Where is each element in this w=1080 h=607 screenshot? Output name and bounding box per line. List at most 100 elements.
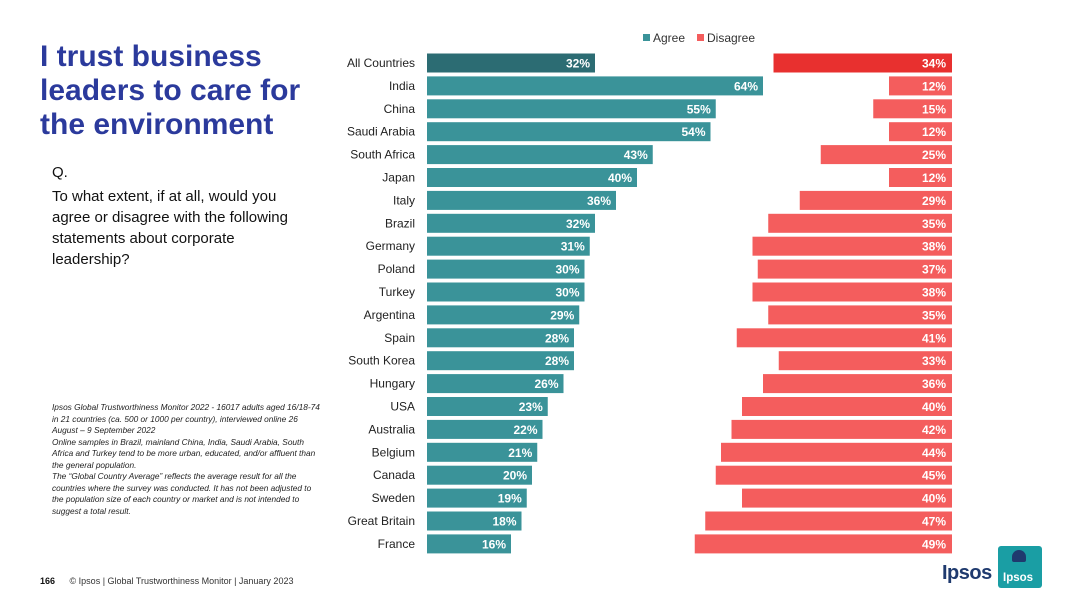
- disagree-bar-saudi-arabia: [889, 122, 952, 142]
- disagree-bar-south-korea: [778, 351, 952, 371]
- category-label-belgium: Belgium: [372, 445, 415, 459]
- agree-value-south-korea: 28%: [545, 354, 569, 368]
- disagree-value-poland: 37%: [922, 263, 946, 277]
- agree-value-all-countries: 32%: [566, 57, 590, 71]
- agree-value-brazil: 32%: [566, 217, 590, 231]
- legend-agree-swatch: [643, 34, 650, 41]
- question-label: Q.: [52, 164, 68, 181]
- disagree-bar-great-britain: [705, 511, 952, 531]
- agree-bar-spain: [427, 328, 574, 348]
- methodology-notes: Ipsos Global Trustworthiness Monitor 202…: [52, 402, 322, 517]
- category-label-france: France: [378, 537, 416, 551]
- disagree-value-hungary: 36%: [922, 377, 946, 391]
- agree-bar-australia: [427, 419, 543, 439]
- category-label-canada: Canada: [373, 468, 415, 482]
- disagree-value-australia: 42%: [922, 423, 946, 437]
- category-label-spain: Spain: [384, 331, 415, 345]
- agree-bar-japan: [427, 168, 637, 187]
- agree-value-italy: 36%: [587, 194, 611, 208]
- agree-bar-south-africa: [427, 145, 653, 165]
- category-label-italy: Italy: [393, 193, 415, 207]
- agree-bar-germany: [427, 236, 590, 256]
- note-average: The “Global Country Average” reflects th…: [52, 471, 312, 516]
- agree-value-germany: 31%: [561, 240, 585, 254]
- category-label-usa: USA: [390, 400, 415, 414]
- agree-value-saudi-arabia: 54%: [681, 125, 705, 139]
- disagree-value-canada: 45%: [922, 469, 946, 483]
- agree-value-france: 16%: [482, 537, 506, 551]
- category-label-sweden: Sweden: [372, 491, 415, 505]
- disagree-bar-italy: [799, 190, 952, 210]
- agree-value-south-africa: 43%: [624, 148, 648, 162]
- disagree-value-brazil: 35%: [922, 217, 946, 231]
- agree-bar-south-korea: [427, 351, 574, 371]
- legend-disagree-swatch: [697, 34, 704, 41]
- disagree-bar-all-countries: [773, 53, 952, 73]
- agree-value-poland: 30%: [555, 263, 579, 277]
- logo-mark: [1012, 550, 1026, 562]
- agree-bar-belgium: [427, 442, 538, 462]
- agree-value-turkey: 30%: [555, 286, 579, 300]
- disagree-bar-spain: [736, 328, 952, 348]
- agree-value-argentina: 29%: [550, 308, 574, 322]
- note-online: Online samples in Brazil, mainland China…: [52, 436, 316, 470]
- category-label-japan: Japan: [382, 171, 415, 185]
- disagree-value-argentina: 35%: [922, 308, 946, 322]
- disagree-value-belgium: 44%: [922, 446, 946, 460]
- disagree-bar-germany: [752, 236, 952, 256]
- disagree-value-japan: 12%: [922, 171, 946, 185]
- footer: 166 © Ipsos | Global Trustworthiness Mon…: [40, 576, 293, 586]
- agree-value-spain: 28%: [545, 331, 569, 345]
- agree-value-hungary: 26%: [534, 377, 558, 391]
- disagree-bar-hungary: [763, 374, 952, 394]
- agree-value-australia: 22%: [513, 423, 537, 437]
- disagree-value-spain: 41%: [922, 331, 946, 345]
- agree-bar-hungary: [427, 374, 564, 394]
- agree-bar-turkey: [427, 282, 585, 302]
- note-sample: Ipsos Global Trustworthiness Monitor 202…: [52, 402, 320, 435]
- category-label-saudi-arabia: Saudi Arabia: [347, 125, 415, 139]
- category-label-turkey: Turkey: [379, 285, 415, 299]
- agree-bar-poland: [427, 259, 585, 279]
- disagree-value-italy: 29%: [922, 194, 946, 208]
- agree-bar-canada: [427, 465, 532, 485]
- agree-value-india: 64%: [734, 79, 758, 93]
- category-label-south-africa: South Africa: [350, 148, 415, 162]
- agree-value-great-britain: 18%: [492, 515, 516, 529]
- disagree-value-sweden: 40%: [922, 492, 946, 506]
- question-text: To what extent, if at all, would you agr…: [52, 188, 288, 268]
- disagree-bar-turkey: [752, 282, 952, 302]
- category-label-hungary: Hungary: [370, 377, 415, 391]
- disagree-value-south-korea: 33%: [922, 354, 946, 368]
- disagree-bar-south-africa: [820, 145, 952, 165]
- disagree-value-turkey: 38%: [922, 286, 946, 300]
- agree-value-china: 55%: [687, 102, 711, 116]
- agree-bar-italy: [427, 190, 616, 210]
- legend-agree-label: Agree: [653, 31, 685, 45]
- agree-bar-usa: [427, 397, 548, 416]
- disagree-bar-australia: [731, 419, 952, 439]
- disagree-value-germany: 38%: [922, 240, 946, 254]
- page-number: 166: [40, 576, 56, 586]
- agree-value-japan: 40%: [608, 171, 632, 185]
- disagree-bar-belgium: [721, 442, 952, 462]
- ipsos-logo-box-text: Ipsos: [1003, 572, 1034, 584]
- disagree-bar-china: [873, 99, 952, 119]
- agree-bar-all-countries: [427, 53, 595, 73]
- disagree-value-saudi-arabia: 12%: [922, 125, 946, 139]
- disagree-value-china: 15%: [922, 102, 946, 116]
- category-label-all-countries: All Countries: [347, 56, 415, 70]
- ipsos-logo-wordmark: Ipsos: [942, 562, 992, 584]
- disagree-bar-india: [889, 76, 952, 96]
- agree-bar-great-britain: [427, 511, 522, 531]
- legend-disagree-label: Disagree: [707, 31, 755, 45]
- ipsos-logo-icon: Ipsos: [998, 546, 1042, 588]
- agree-bar-brazil: [427, 213, 595, 233]
- page-title: I trust business leaders to care for the…: [40, 40, 301, 141]
- disagree-bar-sweden: [742, 488, 952, 508]
- footer-text: © Ipsos | Global Trustworthiness Monitor…: [69, 576, 294, 586]
- disagree-bar-poland: [757, 259, 952, 279]
- disagree-bar-usa: [742, 397, 952, 416]
- agree-value-canada: 20%: [503, 469, 527, 483]
- agree-bar-india: [427, 76, 763, 96]
